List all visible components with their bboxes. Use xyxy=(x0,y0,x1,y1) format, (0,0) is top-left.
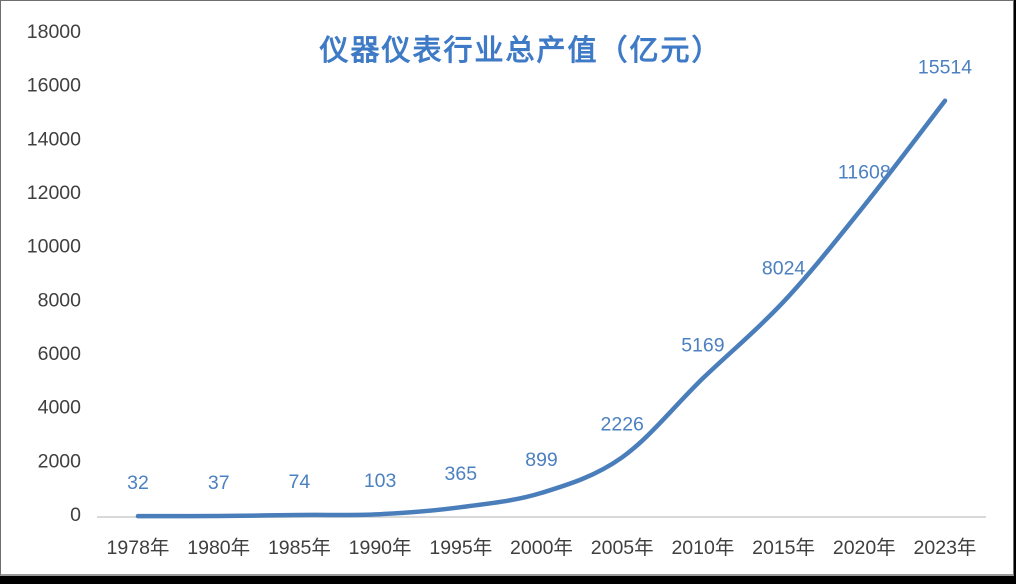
y-axis-tick-label: 14000 xyxy=(27,128,81,150)
data-label: 32 xyxy=(127,472,149,494)
y-axis-tick-label: 10000 xyxy=(27,236,81,258)
x-axis-tick-label: 2005年 xyxy=(591,537,654,559)
data-label: 11608 xyxy=(838,162,891,184)
data-label: 8024 xyxy=(762,258,806,280)
data-label: 365 xyxy=(445,463,478,485)
x-axis-tick-label: 1995年 xyxy=(429,537,492,559)
series-line xyxy=(135,98,948,519)
data-label: 15514 xyxy=(918,57,972,79)
x-axis-tick-label: 2015年 xyxy=(752,537,815,559)
y-axis-tick-label: 2000 xyxy=(38,450,82,472)
data-label: 37 xyxy=(208,472,230,494)
data-label: 74 xyxy=(289,471,311,493)
y-axis-tick-label: 8000 xyxy=(38,289,82,311)
data-label: 899 xyxy=(525,449,558,471)
y-axis-tick-label: 4000 xyxy=(38,397,82,419)
y-axis-tick-label: 12000 xyxy=(27,182,81,204)
x-axis-tick-label: 1990年 xyxy=(349,537,412,559)
chart-title: 仪器仪表行业总产值（亿元） xyxy=(319,35,723,67)
y-axis-tick-label: 0 xyxy=(70,504,81,526)
x-axis-tick-label: 2010年 xyxy=(671,537,734,559)
data-label: 103 xyxy=(364,470,397,492)
y-axis-tick-label: 18000 xyxy=(27,21,81,43)
data-label: 5169 xyxy=(681,334,724,356)
x-axis-tick-label: 2000年 xyxy=(510,537,573,559)
y-axis-tick-label: 6000 xyxy=(38,343,82,365)
x-axis-tick-label: 1978年 xyxy=(107,537,170,559)
x-axis-tick-label: 2020年 xyxy=(833,537,896,559)
data-label: 2226 xyxy=(601,413,644,435)
x-axis-tick-label: 1980年 xyxy=(187,537,250,559)
y-axis-tick-label: 16000 xyxy=(27,75,81,97)
x-axis-tick-label: 1985年 xyxy=(268,537,331,559)
x-axis-tick-label: 2023年 xyxy=(914,537,977,559)
